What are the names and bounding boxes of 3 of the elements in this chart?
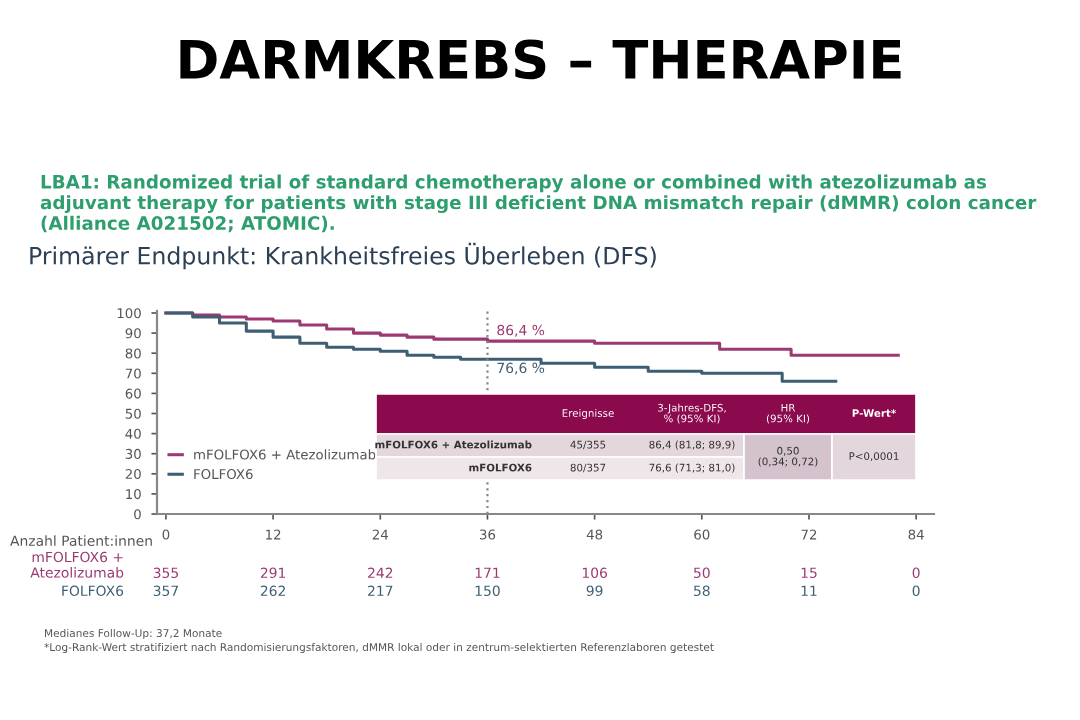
- chart-subtitle: LBA1: Randomized trial of standard chemotherapy alone or combined with atezolizumab as adjuvant therapy for patients with stage III deficient DNA mismatch repair (dMMR) colon cancer (Alliance A021502; ATOMIC).: [40, 174, 1037, 233]
- text: Primärer Endpunkt: Krankheitsfreies Überleben (DFS): [30, 242, 656, 270]
- chart-title: DARMKREBS – THERAPIE: [180, 39, 901, 80]
